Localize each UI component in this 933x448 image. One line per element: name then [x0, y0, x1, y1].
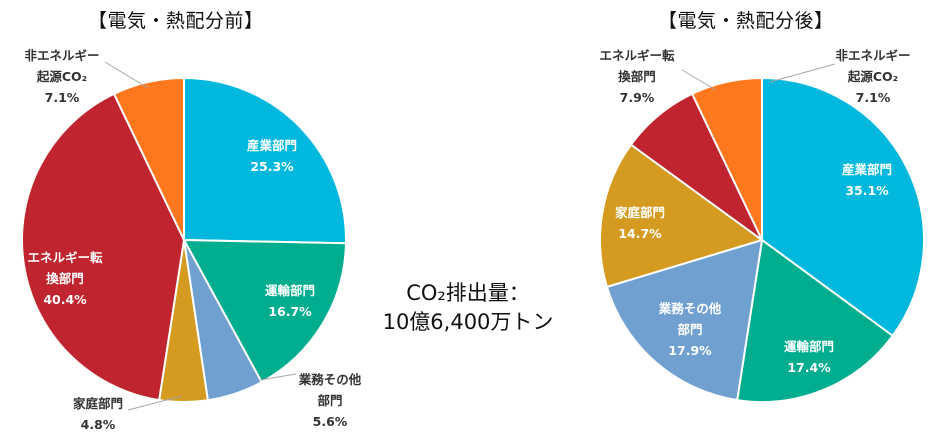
total-emissions-value: 10億6,400万トン [382, 310, 554, 334]
data-label-industry: 25.3% [250, 159, 294, 174]
data-label-energy: 40.4% [43, 292, 87, 307]
slice-label-commercial: 部門 [317, 393, 342, 408]
slice-label-industry: 産業部門 [842, 162, 892, 177]
data-label-transport: 17.4% [787, 360, 831, 375]
slice-label-energy: 換部門 [46, 271, 84, 286]
pie-slice-nonenergy [112, 76, 185, 241]
pie-slice-transport [736, 238, 895, 403]
slice-label-household: 家庭部門 [73, 396, 123, 411]
pie-slice-commercial [605, 238, 764, 402]
leader-line-energy [681, 69, 717, 91]
data-label-energy: 7.9% [620, 90, 655, 105]
slice-label-commercial: 業務その他 [658, 301, 722, 316]
chart-title-after: 【電気・熱配分後】 [658, 10, 834, 32]
data-label-household: 14.7% [618, 226, 662, 241]
slice-label-energy: 換部門 [618, 69, 656, 84]
slice-label-nonenergy: 非エネルギー [835, 48, 910, 63]
leader-line-nonenergy [769, 63, 836, 83]
data-label-commercial: 17.9% [668, 343, 712, 358]
slice-label-energy: エネルギー転 [27, 250, 103, 265]
pie-slice-nonenergy [690, 76, 763, 241]
slice-label-industry: 産業部門 [247, 138, 297, 153]
slice-label-household: 家庭部門 [615, 205, 665, 220]
pie-slice-household [599, 143, 765, 289]
slice-label-commercial: 部門 [677, 322, 702, 337]
slice-label-nonenergy: 非エネルギー [24, 48, 99, 63]
pie-slice-industry [183, 76, 347, 245]
leader-line-household [127, 395, 183, 411]
slice-label-energy: エネルギー転 [599, 48, 675, 63]
leader-line-commercial [259, 373, 297, 381]
data-label-industry: 35.1% [845, 183, 889, 198]
data-label-transport: 16.7% [268, 304, 312, 319]
data-label-nonenergy: 7.1% [856, 90, 891, 105]
data-label-commercial: 5.6% [313, 414, 348, 429]
data-label-nonenergy: 7.1% [45, 90, 80, 105]
pie-slice-industry [761, 76, 925, 338]
data-label-household: 4.8% [81, 417, 116, 432]
slice-label-transport: 運輸部門 [265, 283, 315, 298]
slice-label-nonenergy: 起源CO₂ [847, 69, 898, 84]
pie-slice-transport [182, 238, 347, 384]
pie-slice-energy [21, 92, 186, 402]
leader-line-nonenergy [104, 61, 149, 89]
slice-label-commercial: 業務その他 [298, 372, 362, 387]
chart-title-before: 【電気・熱配分前】 [88, 10, 264, 32]
total-emissions-label: CO₂排出量： [406, 281, 530, 305]
slice-label-nonenergy: 起源CO₂ [36, 69, 87, 84]
slice-label-transport: 運輸部門 [784, 339, 834, 354]
